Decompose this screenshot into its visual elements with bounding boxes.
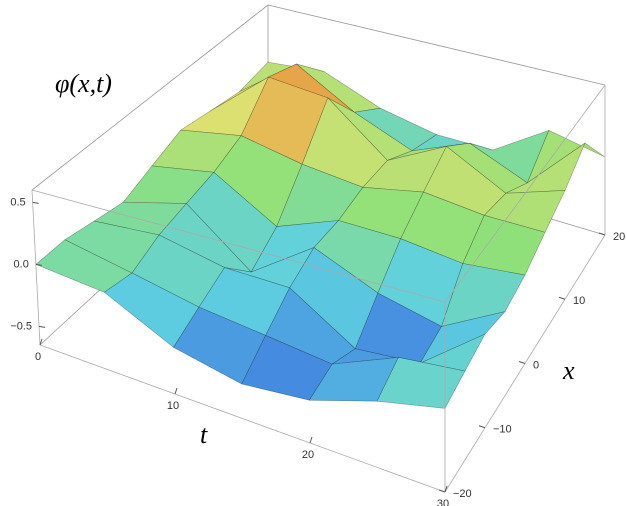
z-axis-label: φ(x,t) — [55, 69, 112, 98]
x-tick — [478, 425, 486, 429]
box-edge — [31, 4, 269, 191]
x-tick — [558, 296, 566, 300]
z-tick — [32, 201, 39, 204]
t-tick — [174, 387, 178, 395]
x-tick-label: −10 — [493, 424, 512, 436]
box-edge — [31, 189, 446, 303]
z-tick — [35, 263, 42, 266]
box-edge — [267, 4, 606, 86]
box-edge — [444, 84, 606, 303]
t-tick — [444, 485, 448, 493]
x-tick-label: 0 — [533, 359, 539, 371]
t-tick-label: 30 — [437, 498, 449, 506]
t-tick-label: 20 — [302, 449, 314, 461]
t-tick-label: 10 — [167, 400, 179, 412]
z-tick — [38, 325, 46, 328]
surface-patch — [441, 263, 526, 327]
box-edge — [39, 344, 446, 493]
z-tick-label: 0.5 — [10, 196, 25, 208]
z-tick-label: −0.5 — [10, 320, 32, 332]
t-axis-label: t — [200, 420, 208, 449]
x-tick — [518, 361, 526, 364]
x-axis-label: x — [562, 356, 575, 385]
t-tick-label: 0 — [35, 351, 41, 363]
x-tick — [438, 489, 446, 493]
x-tick-label: 20 — [613, 231, 625, 243]
x-tick-label: −20 — [453, 488, 472, 500]
surface-patch — [376, 357, 466, 409]
x-tick-label: 10 — [573, 295, 585, 307]
t-tick — [309, 436, 313, 444]
t-tick — [39, 338, 43, 346]
x-tick — [598, 232, 606, 236]
box-edge — [31, 189, 41, 346]
z-tick-label: 0.0 — [14, 258, 29, 270]
